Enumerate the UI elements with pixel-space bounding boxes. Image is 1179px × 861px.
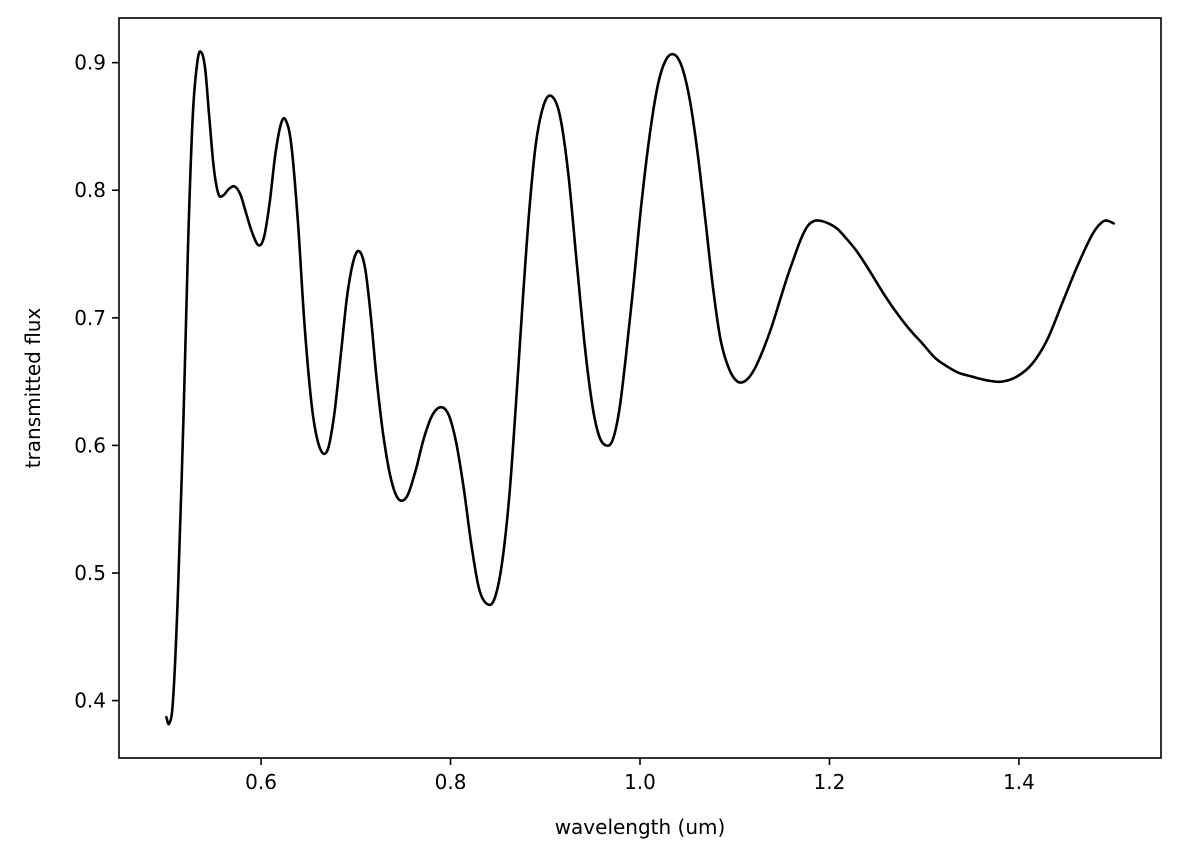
- x-axis-label: wavelength (um): [555, 815, 726, 839]
- y-axis-label: transmitted flux: [21, 308, 45, 469]
- axes-frame: [118, 17, 1162, 759]
- x-tick-label: 1.4: [1003, 770, 1035, 794]
- y-tick-label: 0.6: [74, 433, 106, 457]
- series-line-0: [165, 50, 1115, 726]
- y-tick-label: 0.4: [74, 689, 106, 713]
- x-tick-label: 1.2: [814, 770, 846, 794]
- y-tick-label: 0.9: [74, 51, 106, 75]
- x-tick-label: 0.6: [245, 770, 277, 794]
- plot-area: [165, 50, 1115, 726]
- x-tick-label: 1.0: [624, 770, 656, 794]
- y-axis-ticks: 0.4 0.5 0.6 0.7 0.8 0.9: [74, 51, 119, 713]
- y-tick-label: 0.7: [74, 306, 106, 330]
- x-tick-label: 0.8: [435, 770, 467, 794]
- y-tick-label: 0.5: [74, 561, 106, 585]
- x-axis-ticks: 0.6 0.8 1.0 1.2 1.4: [245, 758, 1035, 794]
- y-tick-label: 0.8: [74, 178, 106, 202]
